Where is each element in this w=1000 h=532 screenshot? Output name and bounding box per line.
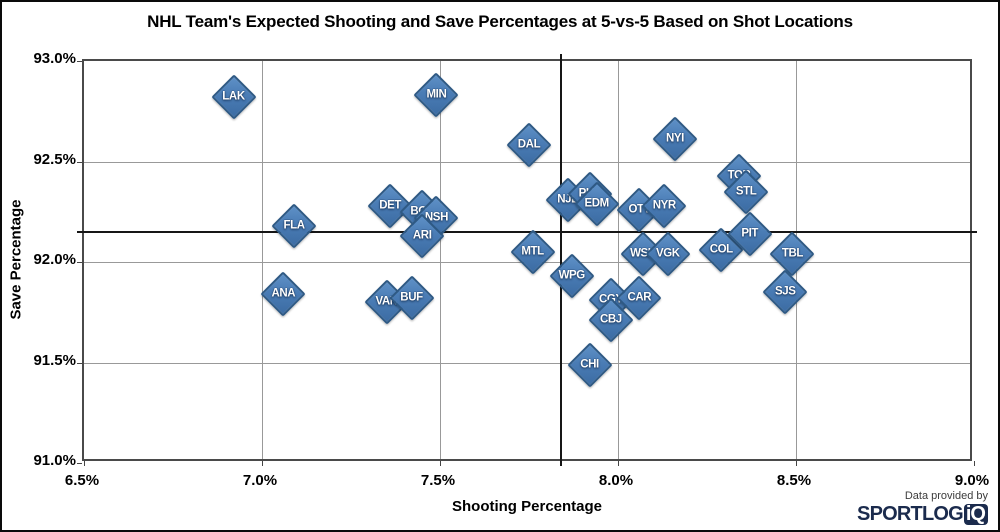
data-point-BUF: BUF bbox=[388, 275, 435, 321]
x-tick-label: 8.5% bbox=[776, 472, 812, 489]
y-axis-tick bbox=[77, 262, 82, 263]
y-axis-tick bbox=[77, 362, 82, 364]
x-axis-tick bbox=[618, 461, 619, 466]
team-label: FLA bbox=[283, 219, 305, 232]
team-label: CAR bbox=[627, 291, 652, 304]
data-point-VGK: VGK bbox=[645, 231, 691, 277]
team-label: DET bbox=[379, 199, 402, 212]
vertical-gridline bbox=[262, 61, 263, 459]
avg-save-pct-reference-line bbox=[77, 230, 977, 233]
data-credit: Data provided by SPORTLOG iQ bbox=[857, 490, 988, 526]
x-tick-label: 8.0% bbox=[598, 472, 634, 489]
logo-iq-badge: iQ bbox=[963, 504, 988, 525]
team-label: EDM bbox=[584, 197, 609, 210]
data-point-WPG: WPG bbox=[549, 253, 595, 299]
y-tick-label: 92.0% bbox=[33, 251, 76, 268]
team-label: SJS bbox=[775, 285, 796, 298]
y-axis-tick bbox=[77, 161, 82, 163]
x-axis-tick bbox=[84, 461, 85, 466]
team-label: COL bbox=[709, 243, 733, 256]
horizontal-gridline bbox=[84, 362, 970, 364]
data-point-PIT: PIT bbox=[727, 211, 773, 257]
team-label: DAL bbox=[517, 139, 541, 152]
data-point-CHI: CHI bbox=[566, 341, 613, 388]
y-axis-tick bbox=[77, 61, 82, 62]
logo-wordmark: SPORTLOG bbox=[857, 503, 964, 525]
team-label: TBL bbox=[781, 247, 804, 260]
team-label: NYI bbox=[665, 133, 684, 146]
x-axis-tick bbox=[440, 461, 441, 466]
plot-area: LAKMINDALNYIFLADETBOSNSHARINJDPHLEDMOTTN… bbox=[77, 54, 977, 466]
data-point-DAL: DAL bbox=[506, 122, 552, 169]
team-label: NYR bbox=[652, 199, 676, 212]
team-label: ARI bbox=[412, 229, 432, 242]
data-point-LAK: LAK bbox=[210, 74, 257, 120]
team-label: BUF bbox=[400, 291, 423, 304]
team-label: STL bbox=[735, 185, 757, 198]
x-axis-tick bbox=[974, 461, 975, 466]
team-label: MTL bbox=[521, 245, 544, 258]
data-point-DET: DET bbox=[367, 183, 413, 229]
x-tick-label: 9.0% bbox=[954, 472, 990, 489]
team-label: WPG bbox=[558, 269, 586, 282]
data-point-MTL: MTL bbox=[509, 229, 556, 275]
y-tick-label: 92.5% bbox=[33, 150, 76, 168]
x-axis-tick bbox=[262, 461, 263, 466]
data-point-TBL: TBL bbox=[769, 231, 816, 277]
data-point-SJS: SJS bbox=[762, 269, 808, 315]
x-tick-label: 7.5% bbox=[420, 472, 456, 489]
y-tick-label: 91.0% bbox=[33, 452, 76, 469]
x-tick-label: 6.5% bbox=[64, 472, 100, 489]
team-label: PIT bbox=[741, 227, 759, 240]
data-point-CBJ: CBJ bbox=[588, 297, 634, 343]
data-point-EDM: EDM bbox=[573, 181, 620, 227]
data-point-NYR: NYR bbox=[641, 183, 687, 229]
x-axis-title: Shooting Percentage bbox=[451, 498, 603, 515]
x-axis-tick bbox=[796, 461, 797, 466]
team-label: CHI bbox=[580, 358, 599, 371]
chart-title: NHL Team's Expected Shooting and Save Pe… bbox=[147, 12, 853, 31]
data-point-ARI: ARI bbox=[399, 213, 445, 259]
vertical-gridline bbox=[440, 61, 441, 459]
x-tick-label: 7.0% bbox=[242, 472, 278, 489]
team-label: LAK bbox=[222, 90, 245, 103]
data-point-NSH: NSH bbox=[413, 195, 460, 241]
vertical-gridline bbox=[618, 61, 619, 459]
y-tick-label: 93.0% bbox=[33, 50, 76, 67]
data-point-COL: COL bbox=[698, 227, 744, 273]
data-point-FLA: FLA bbox=[271, 203, 317, 249]
team-label: MIN bbox=[426, 88, 447, 101]
team-label: ANA bbox=[271, 287, 296, 300]
y-tick-label: 91.5% bbox=[33, 351, 76, 369]
credit-pretext: Data provided by bbox=[904, 490, 988, 502]
data-point-STL: STL bbox=[723, 169, 769, 215]
team-label: VGK bbox=[655, 247, 680, 260]
avg-shooting-pct-reference-line bbox=[560, 54, 563, 466]
team-label: CBJ bbox=[599, 313, 622, 326]
sportlogiq-logo: SPORTLOG iQ bbox=[857, 503, 988, 526]
y-axis-tick bbox=[77, 463, 82, 464]
team-label: NSH bbox=[424, 211, 448, 224]
data-point-CAR: CAR bbox=[616, 275, 662, 321]
data-point-MIN: MIN bbox=[413, 72, 460, 118]
y-axis-title: Save Percentage bbox=[7, 199, 25, 320]
data-point-ANA: ANA bbox=[260, 271, 306, 317]
data-point-NYI: NYI bbox=[652, 116, 698, 163]
